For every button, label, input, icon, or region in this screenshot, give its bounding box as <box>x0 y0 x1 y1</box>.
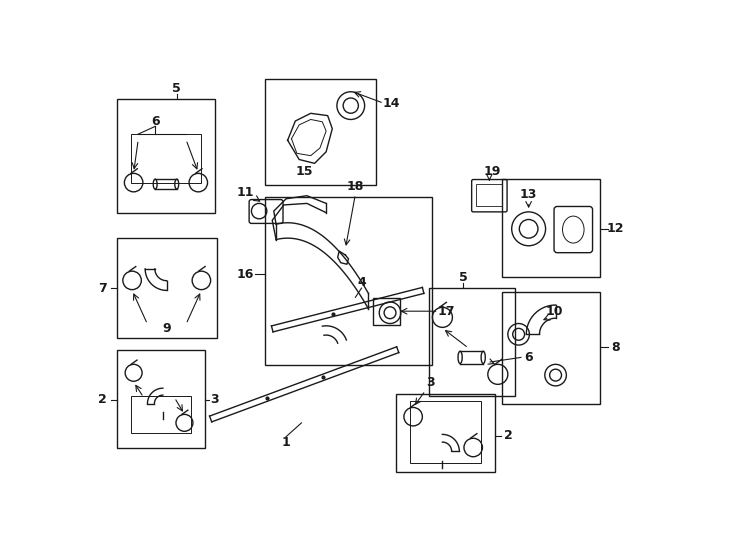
Text: 17: 17 <box>437 305 455 318</box>
Text: 16: 16 <box>236 268 254 281</box>
Bar <box>476 184 503 206</box>
Text: 1: 1 <box>282 436 291 449</box>
Text: 19: 19 <box>484 165 501 178</box>
Bar <box>117 350 206 448</box>
Bar <box>131 396 192 433</box>
Text: 18: 18 <box>346 180 364 193</box>
Bar <box>429 288 515 396</box>
Text: 3: 3 <box>210 393 219 406</box>
Bar <box>117 99 215 213</box>
Text: 13: 13 <box>520 188 537 201</box>
Bar <box>501 179 600 278</box>
Text: 6: 6 <box>151 114 159 127</box>
Text: 2: 2 <box>504 429 513 442</box>
Text: 5: 5 <box>172 82 181 95</box>
Bar <box>117 238 217 338</box>
Text: 3: 3 <box>426 376 435 389</box>
Text: 6: 6 <box>524 351 533 364</box>
Text: 12: 12 <box>607 222 625 235</box>
Text: 11: 11 <box>236 186 254 199</box>
Text: 2: 2 <box>98 393 107 406</box>
Bar <box>410 401 481 463</box>
Text: 5: 5 <box>459 271 468 284</box>
Bar <box>373 298 399 325</box>
Text: 14: 14 <box>383 97 400 110</box>
Bar <box>131 134 201 183</box>
Bar <box>264 79 376 185</box>
Text: 9: 9 <box>162 322 171 335</box>
Text: 4: 4 <box>357 276 366 289</box>
Text: 7: 7 <box>98 281 107 295</box>
Text: 10: 10 <box>545 305 563 318</box>
Bar <box>501 292 600 403</box>
Bar <box>264 197 432 365</box>
Text: 15: 15 <box>296 165 313 178</box>
Text: 8: 8 <box>611 341 620 354</box>
Bar <box>396 394 495 472</box>
